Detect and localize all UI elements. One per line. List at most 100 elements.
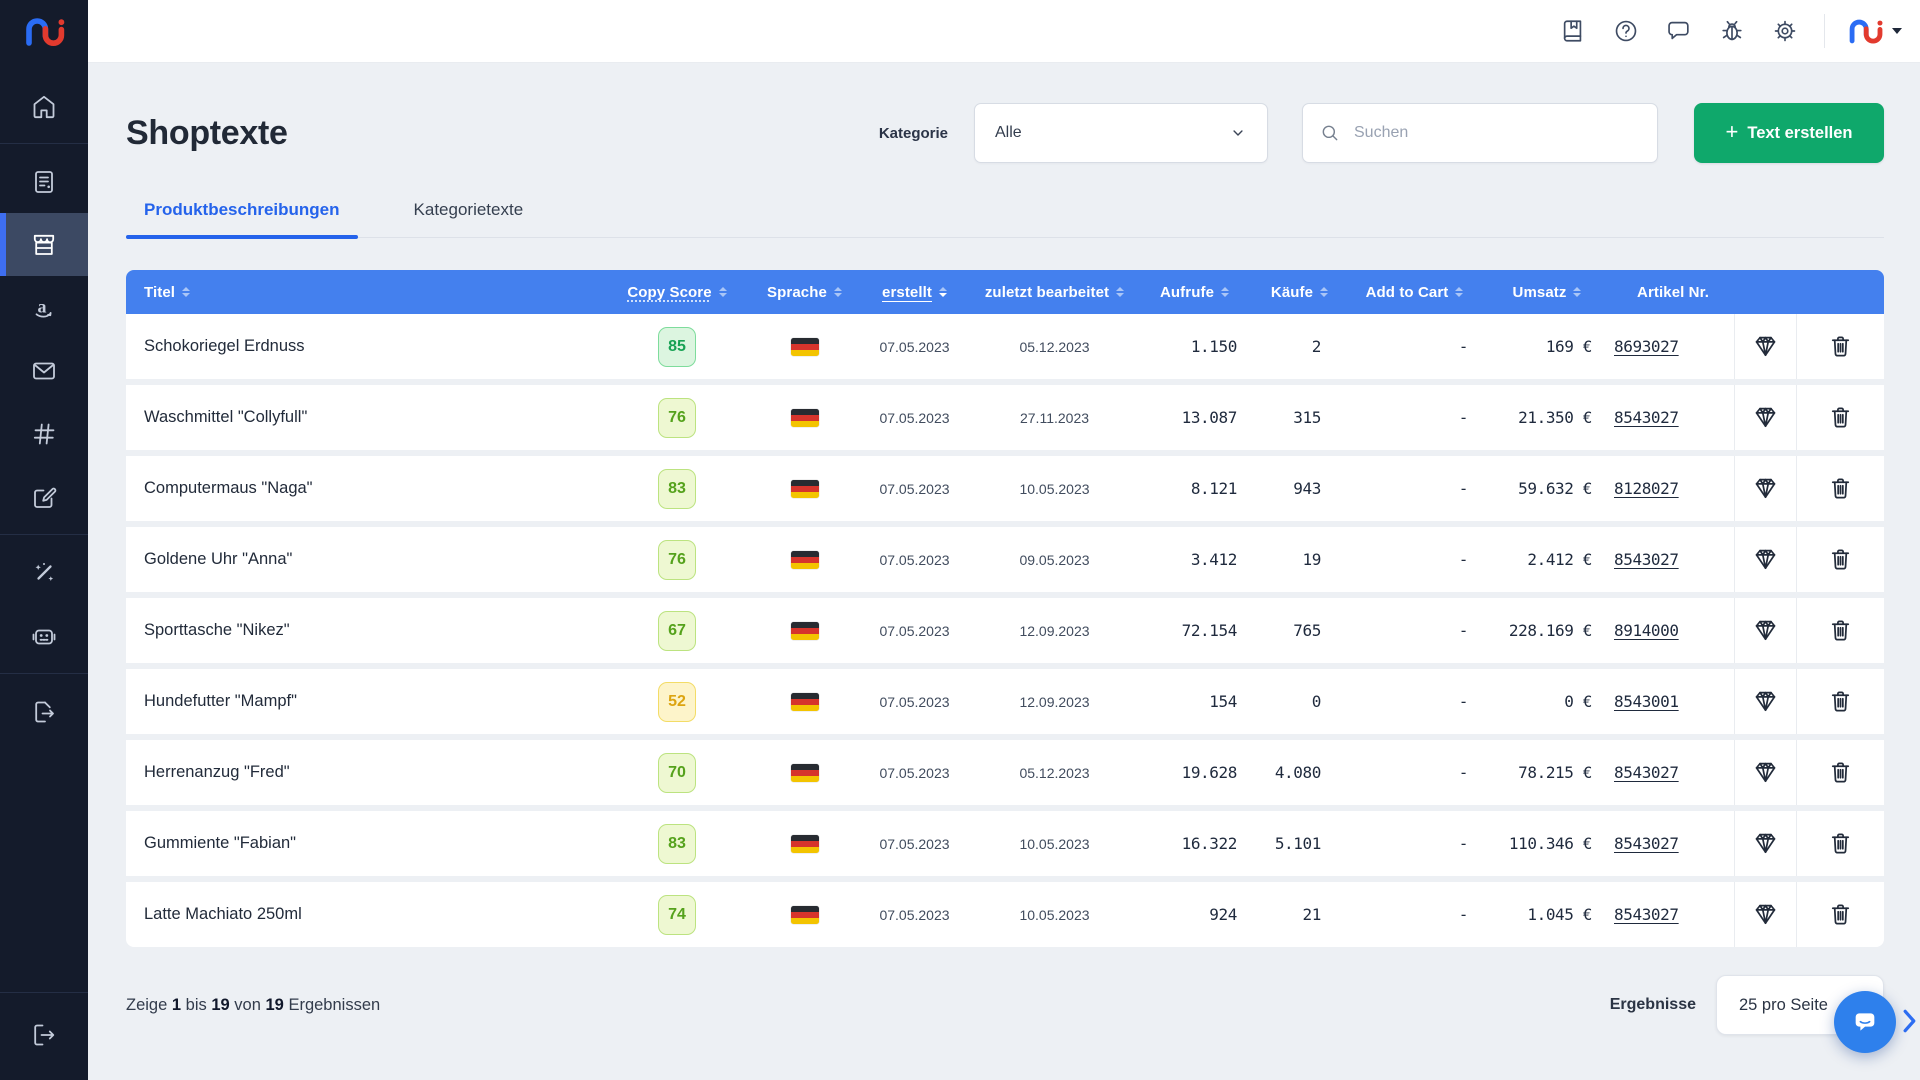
column-header-käufe[interactable]: Käufe xyxy=(1252,284,1347,301)
table-row[interactable]: Latte Machiato 250ml 74 07.05.2023 10.05.20… xyxy=(126,882,1884,947)
sidebar-item-mail[interactable] xyxy=(0,339,88,402)
help-icon[interactable] xyxy=(1613,18,1639,44)
sort-carets-icon xyxy=(1573,286,1582,298)
cell-purchases: 5.101 xyxy=(1274,834,1322,853)
german-flag-icon xyxy=(790,550,819,569)
trash-icon[interactable] xyxy=(1797,456,1884,521)
gem-icon[interactable] xyxy=(1735,314,1796,379)
create-text-button[interactable]: + Text erstellen xyxy=(1694,103,1884,163)
cell-language xyxy=(752,669,857,734)
article-number-link[interactable]: 8543027 xyxy=(1614,550,1679,569)
feedback-chat-icon[interactable] xyxy=(1666,18,1692,44)
article-number-link[interactable]: 8914000 xyxy=(1614,621,1679,640)
gem-icon[interactable] xyxy=(1735,669,1796,734)
column-header-zuletzt-bearbeitet[interactable]: zuletzt bearbeitet xyxy=(972,284,1137,301)
tab-produktbeschreibungen[interactable]: Produktbeschreibungen xyxy=(126,200,358,239)
column-header-titel[interactable]: Titel xyxy=(126,284,602,301)
shop-icon xyxy=(30,231,58,259)
category-select[interactable]: Alle xyxy=(974,103,1268,163)
docs-book-icon[interactable] xyxy=(1560,18,1586,44)
sidebar-item-amazon[interactable]: a xyxy=(0,276,88,339)
trash-icon[interactable] xyxy=(1797,740,1884,805)
article-number-link[interactable]: 8543027 xyxy=(1614,905,1679,924)
hashtag-icon xyxy=(30,420,58,448)
article-number-link[interactable]: 8543027 xyxy=(1614,834,1679,853)
cell-action-delete xyxy=(1796,669,1884,734)
per-page-select-value: 25 pro Seite xyxy=(1739,995,1828,1014)
column-header-add-to-cart[interactable]: Add to Cart xyxy=(1347,284,1482,301)
settings-gear-icon[interactable] xyxy=(1772,18,1798,44)
column-header-umsatz[interactable]: Umsatz xyxy=(1482,284,1612,301)
cell-action-delete xyxy=(1796,598,1884,663)
gem-icon[interactable] xyxy=(1735,740,1796,805)
article-number-link[interactable]: 8128027 xyxy=(1614,479,1679,498)
sidebar-item-editor[interactable] xyxy=(0,465,88,528)
trash-icon[interactable] xyxy=(1797,811,1884,876)
sidebar-item-magic-wand[interactable] xyxy=(0,541,88,604)
gem-icon[interactable] xyxy=(1735,598,1796,663)
table-row[interactable]: Waschmittel "Collyfull" 76 07.05.2023 27.11… xyxy=(126,385,1884,450)
column-header-erstellt[interactable]: erstellt xyxy=(857,284,972,301)
table-row[interactable]: Hundefutter "Mampf" 52 07.05.2023 12.09.202… xyxy=(126,669,1884,734)
trash-icon[interactable] xyxy=(1797,882,1884,947)
cell-created: 07.05.2023 xyxy=(879,764,950,781)
column-header-aufrufe[interactable]: Aufrufe xyxy=(1137,284,1252,301)
table-row[interactable]: Schokoriegel Erdnuss 85 07.05.2023 05.12.20… xyxy=(126,314,1884,379)
article-number-link[interactable]: 8543027 xyxy=(1614,763,1679,782)
german-flag-icon xyxy=(790,479,819,498)
table-footer: Zeige 1 bis 19 von 19 Ergebnissen Ergebn… xyxy=(126,975,1884,1035)
app-logo[interactable] xyxy=(0,0,88,64)
cell-revenue: 169 € xyxy=(1545,337,1593,356)
trash-icon[interactable] xyxy=(1797,669,1884,734)
chat-widget-button[interactable] xyxy=(1834,991,1896,1053)
copy-score-badge: 83 xyxy=(658,823,696,864)
export-icon xyxy=(30,698,58,726)
gem-icon[interactable] xyxy=(1735,456,1796,521)
column-header-sprache[interactable]: Sprache xyxy=(752,284,857,301)
article-number-link[interactable]: 8543001 xyxy=(1614,692,1679,711)
article-number-link[interactable]: 8693027 xyxy=(1614,337,1679,356)
trash-icon[interactable] xyxy=(1797,385,1884,450)
sidebar-item-home[interactable] xyxy=(0,74,88,137)
sort-carets-icon xyxy=(1116,286,1125,298)
bug-report-icon[interactable] xyxy=(1719,18,1745,44)
sidebar-item-logout[interactable] xyxy=(0,1003,88,1066)
cell-last-edited: 10.05.2023 xyxy=(1019,906,1090,923)
sidebar-item-shop[interactable] xyxy=(0,213,88,276)
german-flag-icon xyxy=(790,834,819,853)
cell-last-edited: 27.11.2023 xyxy=(1019,409,1090,426)
sidebar-item-export[interactable] xyxy=(0,680,88,743)
table-row[interactable]: Gummiente "Fabian" 83 07.05.2023 10.05.2023… xyxy=(126,811,1884,876)
cell-purchases: 2 xyxy=(1311,337,1322,356)
panel-expand-chevron-icon[interactable] xyxy=(1903,1009,1917,1033)
sort-carets-icon xyxy=(1455,286,1464,298)
sidebar-item-texts[interactable] xyxy=(0,150,88,213)
cell-created: 07.05.2023 xyxy=(879,551,950,568)
table-row[interactable]: Herrenanzug "Fred" 70 07.05.2023 05.12.2023… xyxy=(126,740,1884,805)
trash-icon[interactable] xyxy=(1797,598,1884,663)
search-box xyxy=(1302,103,1658,163)
sort-carets-icon xyxy=(939,286,947,298)
gem-icon[interactable] xyxy=(1735,811,1796,876)
account-menu[interactable] xyxy=(1845,16,1906,47)
column-header-copy-score[interactable]: Copy Score xyxy=(602,284,752,301)
search-input[interactable] xyxy=(1352,123,1641,143)
trash-icon[interactable] xyxy=(1797,314,1884,379)
gem-icon[interactable] xyxy=(1735,882,1796,947)
cell-article-number: 8543027 xyxy=(1612,527,1734,592)
gem-icon[interactable] xyxy=(1735,527,1796,592)
table-row[interactable]: Sporttasche "Nikez" 67 07.05.2023 12.09.202… xyxy=(126,598,1884,663)
gem-icon[interactable] xyxy=(1735,385,1796,450)
sidebar-item-hashtag[interactable] xyxy=(0,402,88,465)
sidebar-item-robot[interactable] xyxy=(0,604,88,667)
table-row[interactable]: Computermaus "Naga" 83 07.05.2023 10.05.202… xyxy=(126,456,1884,521)
cell-action-gem xyxy=(1734,669,1796,734)
german-flag-icon xyxy=(790,763,819,782)
cell-title: Schokoriegel Erdnuss xyxy=(144,337,305,355)
tab-kategorietexte[interactable]: Kategorietexte xyxy=(413,200,524,219)
cell-add-to-cart: - xyxy=(1458,692,1469,711)
article-number-link[interactable]: 8543027 xyxy=(1614,408,1679,427)
table-row[interactable]: Goldene Uhr "Anna" 76 07.05.2023 09.05.2023… xyxy=(126,527,1884,592)
trash-icon[interactable] xyxy=(1797,527,1884,592)
cell-title: Waschmittel "Collyfull" xyxy=(144,408,308,426)
